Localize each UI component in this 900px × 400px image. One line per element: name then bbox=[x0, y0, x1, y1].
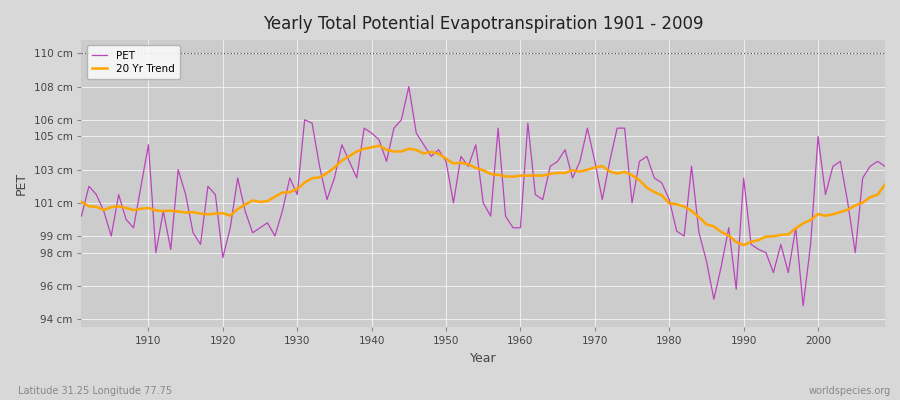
20 Yr Trend bbox=[612, 171, 623, 176]
Y-axis label: PET: PET bbox=[15, 172, 28, 195]
Text: worldspecies.org: worldspecies.org bbox=[809, 386, 891, 396]
PET bbox=[136, 184, 147, 189]
Line: 20 Yr Trend: 20 Yr Trend bbox=[82, 146, 885, 245]
20 Yr Trend bbox=[738, 243, 749, 248]
Line: PET: PET bbox=[82, 87, 885, 306]
20 Yr Trend bbox=[515, 173, 526, 178]
20 Yr Trend bbox=[136, 206, 147, 211]
20 Yr Trend bbox=[76, 199, 87, 204]
20 Yr Trend bbox=[300, 180, 310, 185]
PET bbox=[76, 214, 87, 218]
PET bbox=[797, 304, 808, 308]
Legend: PET, 20 Yr Trend: PET, 20 Yr Trend bbox=[86, 45, 180, 79]
PET bbox=[612, 126, 623, 130]
X-axis label: Year: Year bbox=[470, 352, 497, 365]
20 Yr Trend bbox=[523, 173, 534, 178]
PET bbox=[523, 121, 534, 126]
20 Yr Trend bbox=[374, 143, 384, 148]
PET bbox=[300, 118, 310, 122]
PET bbox=[879, 164, 890, 169]
Text: Latitude 31.25 Longitude 77.75: Latitude 31.25 Longitude 77.75 bbox=[18, 386, 172, 396]
20 Yr Trend bbox=[344, 154, 355, 158]
PET bbox=[344, 159, 355, 164]
PET bbox=[403, 84, 414, 89]
Title: Yearly Total Potential Evapotranspiration 1901 - 2009: Yearly Total Potential Evapotranspiratio… bbox=[263, 15, 704, 33]
20 Yr Trend bbox=[879, 182, 890, 187]
PET bbox=[515, 225, 526, 230]
